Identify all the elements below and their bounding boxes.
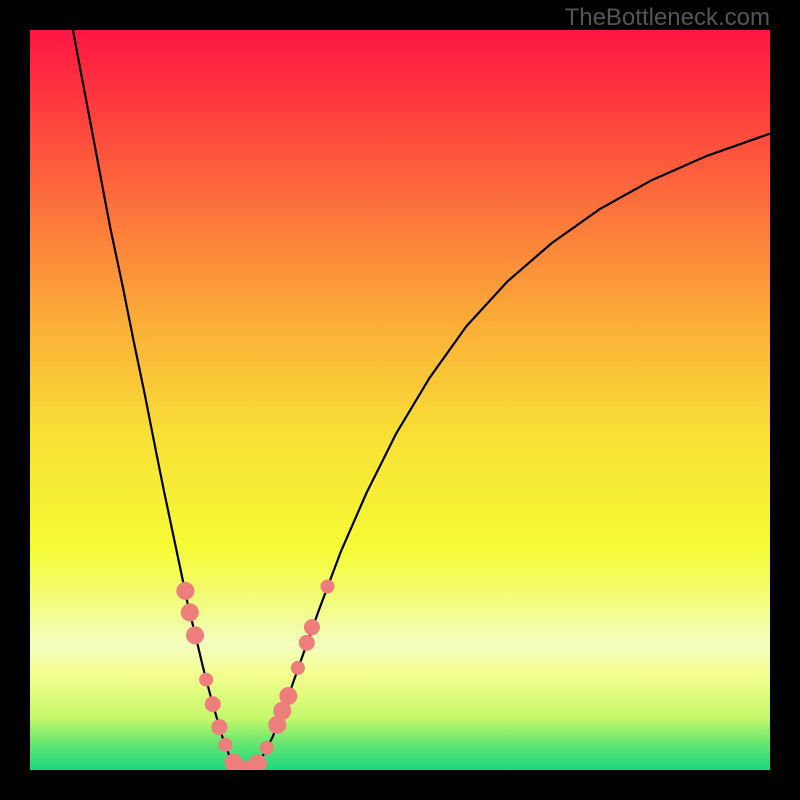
marker-point	[186, 626, 204, 644]
marker-point	[176, 582, 194, 600]
curve-left_branch	[73, 30, 246, 770]
chart-svg	[30, 30, 770, 770]
marker-point	[181, 603, 199, 621]
marker-point	[249, 754, 267, 770]
curve-right_branch	[246, 134, 770, 770]
marker-point	[211, 719, 227, 735]
marker-point	[320, 579, 334, 593]
marker-point	[279, 687, 297, 705]
marker-point	[291, 661, 305, 675]
marker-point	[304, 619, 320, 635]
plot-area	[30, 30, 770, 770]
watermark-label: TheBottleneck.com	[565, 4, 770, 32]
marker-point	[299, 635, 315, 651]
marker-point	[218, 738, 232, 752]
marker-point	[199, 673, 213, 687]
marker-point	[205, 696, 221, 712]
marker-point	[260, 741, 274, 755]
